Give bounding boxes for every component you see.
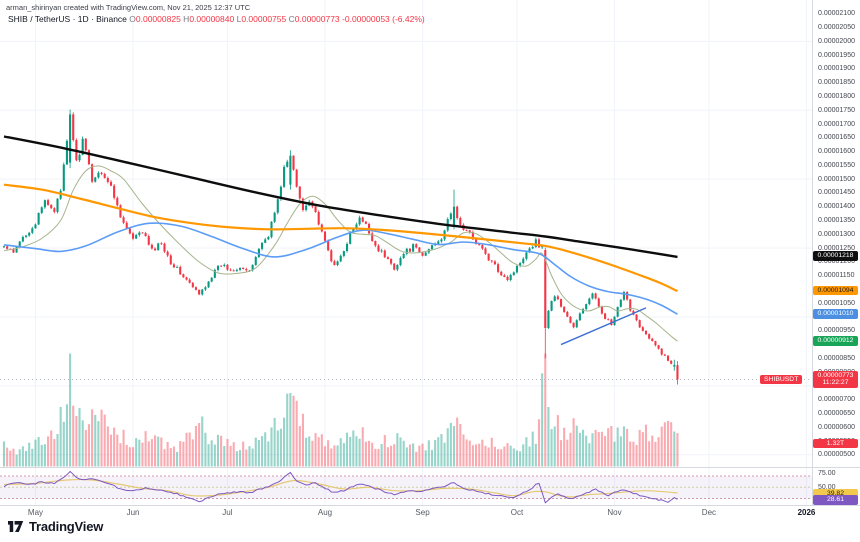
current-price-badge: 0.00000773 11:22:27 <box>813 370 858 389</box>
main-pane <box>0 109 812 467</box>
ma-200-value-badge: 0.00001218 <box>813 251 858 262</box>
tradingview-logo[interactable]: TradingView <box>8 519 103 534</box>
price-tick-label: 0.00001450 <box>818 189 855 197</box>
gridlines <box>0 0 812 506</box>
time-tick-label: Sep <box>415 508 430 517</box>
price-tick-label: 0.00001700 <box>818 120 855 128</box>
price-tick-label: 0.00001950 <box>818 51 855 59</box>
price-tick-label: 0.00001900 <box>818 65 855 73</box>
time-tick-label: Jul <box>222 508 233 517</box>
rsi-pane <box>0 470 812 504</box>
time-tick-label: 2026 <box>797 508 816 517</box>
price-tick-label: 0.00001400 <box>818 203 855 211</box>
time-tick-label: Jun <box>126 508 140 517</box>
price-tick-label: 0.00000950 <box>818 327 855 335</box>
volume-bars <box>2 353 679 467</box>
time-tick-label: May <box>27 508 44 517</box>
ohlc-label: H <box>183 14 190 24</box>
ma-20-line <box>3 165 678 342</box>
ohlc-label: O <box>129 14 136 24</box>
time-tick-label: Oct <box>510 508 524 517</box>
price-tick-label: 0.00001600 <box>818 148 855 156</box>
watermark-attribution: arman_shirinyan created with TradingView… <box>6 3 251 12</box>
ohlc-value: 0.00000773 <box>294 14 343 24</box>
volume-value-badge: 1.32T <box>813 438 858 449</box>
change-value: -0.00000053 (-6.42%) <box>342 14 425 24</box>
price-tick-label: 0.00001800 <box>818 92 855 100</box>
price-tick-label: 0.00000850 <box>818 354 855 362</box>
price-tick-label: 0.00000500 <box>818 451 855 459</box>
price-tick-label: 0.00002000 <box>818 37 855 45</box>
price-tick-label: 0.00001150 <box>818 272 855 280</box>
price-tick-label: 0.00002050 <box>818 24 855 32</box>
ma-200-line <box>3 135 678 259</box>
price-tick-label: 0.00002100 <box>818 10 855 18</box>
price-tick-label: 0.00001750 <box>818 106 855 114</box>
rsi-ma-value-badge: 39.82 <box>813 488 858 499</box>
price-tick-label: 0.00001500 <box>818 175 855 183</box>
rsi-tick-label: 50.00 <box>818 483 836 491</box>
rsi-line <box>3 470 678 504</box>
ma-100-line <box>3 183 678 293</box>
ohlc-value: 0.00000825 <box>135 14 184 24</box>
time-tick-label: Nov <box>607 508 622 517</box>
symbol-description: SHIB / TetherUS · 1D · Binance <box>8 14 130 24</box>
ma-100-value-badge: 0.00001094 <box>813 285 858 296</box>
rsi-value-badge: 28.61 <box>813 494 858 505</box>
price-tick-label: 0.00001650 <box>818 134 855 142</box>
ohlc-value: 0.00000840 <box>189 14 237 24</box>
ma-20-value-badge: 0.00000912 <box>813 335 858 346</box>
rsi-tick-label: 75.00 <box>818 469 836 477</box>
price-tick-label: 0.00001850 <box>818 79 855 87</box>
price-tick-label: 0.00000600 <box>818 423 855 431</box>
price-tick-label: 0.00001350 <box>818 217 855 225</box>
ma-50-line <box>3 222 678 315</box>
price-tick-label: 0.00001200 <box>818 258 855 266</box>
time-tick-label: Aug <box>317 508 333 517</box>
price-tick-label: 0.00001050 <box>818 299 855 307</box>
ma-50-value-badge: 0.00001010 <box>813 308 858 319</box>
price-tick-label: 0.00000700 <box>818 396 855 404</box>
time-tick-label: Dec <box>701 508 717 517</box>
ohlc-label: C <box>288 14 295 24</box>
symbol-price-tag: SHIBUSDT <box>760 374 803 384</box>
ohlc-label: L <box>236 14 242 24</box>
price-tick-label: 0.00001550 <box>818 161 855 169</box>
ohlc-value: 0.00000755 <box>241 14 289 24</box>
tv-logo-icon <box>8 520 24 532</box>
tv-logo-text: TradingView <box>29 519 104 534</box>
price-tick-label: 0.00001250 <box>818 244 855 252</box>
trendline <box>560 307 647 346</box>
price-tick-label: 0.00000650 <box>818 409 855 417</box>
symbol-info-line: SHIB / TetherUS · 1D · Binance O0.000008… <box>8 14 425 24</box>
price-tick-label: 0.00001300 <box>818 230 855 238</box>
rsi-ma-line <box>3 478 678 498</box>
candlesticks <box>2 109 679 385</box>
